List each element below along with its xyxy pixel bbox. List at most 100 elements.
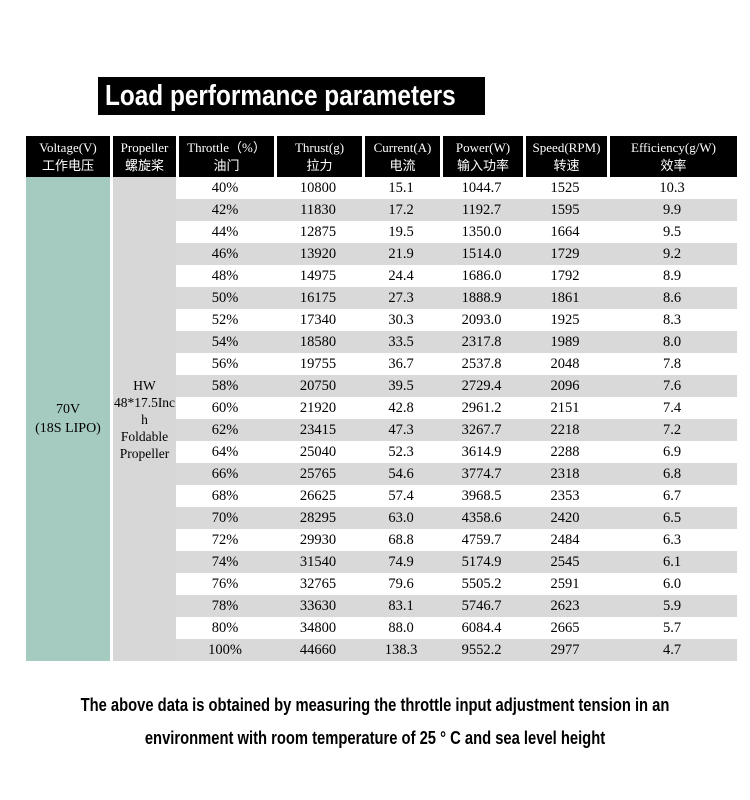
footnote-line-1: The above data is obtained by measuring … <box>80 695 670 715</box>
table-cell: 1989 <box>550 334 580 350</box>
table-cell: 68% <box>211 488 239 504</box>
table-cell: 6.9 <box>662 444 682 460</box>
table-cell: 7.8 <box>662 356 682 372</box>
table-cell: 2317.8 <box>461 334 502 350</box>
table-cell: 68.8 <box>388 532 414 548</box>
table-cell: 46% <box>211 246 239 262</box>
table-row: 60% 21920 42.8 2961.2 2151 7.4 <box>176 397 737 419</box>
table-cell: 25765 <box>299 466 337 482</box>
table-cell: 1525 <box>550 180 580 196</box>
table-cell: 30.3 <box>388 312 414 328</box>
table-cell: 27.3 <box>388 290 414 306</box>
table-cell: 60% <box>211 400 239 416</box>
table-row: 68% 26625 57.4 3968.5 2353 6.7 <box>176 485 737 507</box>
table-row: 80% 34800 88.0 6084.4 2665 5.7 <box>176 617 737 639</box>
table-cell: 2665 <box>550 620 580 636</box>
table-cell: 1925 <box>550 312 580 328</box>
table-cell: 88.0 <box>388 620 414 636</box>
table-row: 66% 25765 54.6 3774.7 2318 6.8 <box>176 463 737 485</box>
table-cell: 28295 <box>299 510 337 526</box>
table-row: 42% 11830 17.2 1192.7 1595 9.9 <box>176 199 737 221</box>
table-cell: 1350.0 <box>461 224 502 240</box>
column-header-zh: 拉力 <box>306 157 333 173</box>
table-cell: 42.8 <box>388 400 414 416</box>
table-cell: 79.6 <box>388 576 414 592</box>
table-cell: 8.6 <box>662 290 682 306</box>
table-cell: 21920 <box>299 400 337 416</box>
table-cell: 2484 <box>550 532 580 548</box>
column-header-zh: 螺旋桨 <box>124 157 164 173</box>
table-cell: 70% <box>211 510 239 526</box>
table-cell: 50% <box>211 290 239 306</box>
footnote: The above data is obtained by measuring … <box>68 689 683 755</box>
table-cell: 26625 <box>299 488 337 504</box>
table-cell: 80% <box>211 620 239 636</box>
column-divider <box>110 177 113 661</box>
table-cell: 2353 <box>550 488 580 504</box>
table-cell: 2318 <box>550 466 580 482</box>
table-header-row: Voltage(V) 工作电压 Propeller 螺旋桨 Throttle（%） 油门 T… <box>26 136 737 177</box>
table-cell: 33630 <box>299 598 337 614</box>
table-cell: 5746.7 <box>461 598 502 614</box>
table-cell: 14975 <box>299 268 337 284</box>
table-cell: 42% <box>211 202 239 218</box>
column-header-en: Thrust(g) <box>294 139 345 155</box>
table-cell: 1664 <box>550 224 580 240</box>
table-row: 52% 17340 30.3 2093.0 1925 8.3 <box>176 309 737 331</box>
table-cell: 10800 <box>299 180 337 196</box>
table-row: 76% 32765 79.6 5505.2 2591 6.0 <box>176 573 737 595</box>
section-title-banner: Load performance parameters <box>98 77 485 115</box>
table-row: 48% 14975 24.4 1686.0 1792 8.9 <box>176 265 737 287</box>
table-cell: 63.0 <box>388 510 414 526</box>
column-header: Power(W) 输入功率 <box>443 136 523 177</box>
table-cell: 66% <box>211 466 239 482</box>
table-cell: 5505.2 <box>461 576 502 592</box>
column-header-zh: 电流 <box>389 157 416 173</box>
table-cell: 23415 <box>299 422 337 438</box>
table-cell: 1514.0 <box>461 246 502 262</box>
propeller-merged-cell: HW 48*17.5Inc h Foldable Propeller <box>113 177 176 661</box>
column-header-zh: 输入功率 <box>456 157 509 173</box>
table-cell: 17340 <box>299 312 337 328</box>
table-cell: 1044.7 <box>461 180 502 196</box>
table-row: 62% 23415 47.3 3267.7 2218 7.2 <box>176 419 737 441</box>
column-header: Speed(RPM) 转速 <box>526 136 607 177</box>
table-row: 64% 25040 52.3 3614.9 2288 6.9 <box>176 441 737 463</box>
table-cell: 2977 <box>550 642 580 658</box>
column-header-en: Throttle（%） <box>187 139 266 155</box>
table-cell: 5.9 <box>662 598 682 614</box>
section-title: Load performance parameters <box>105 80 456 112</box>
table-row: 100% 44660 138.3 9552.2 2977 4.7 <box>176 639 737 661</box>
column-header: Efficiency(g/W) 效率 <box>610 136 737 177</box>
table-cell: 2218 <box>550 422 580 438</box>
table-cell: 52.3 <box>388 444 414 460</box>
column-header: Current(A) 电流 <box>365 136 440 177</box>
table-cell: 76% <box>211 576 239 592</box>
table-cell: 1686.0 <box>461 268 502 284</box>
table-cell: 20750 <box>299 378 337 394</box>
table-cell: 32765 <box>299 576 337 592</box>
table-cell: 17.2 <box>388 202 414 218</box>
column-header-zh: 转速 <box>553 157 580 173</box>
table-cell: 34800 <box>299 620 337 636</box>
table-cell: 3267.7 <box>461 422 502 438</box>
table-row: 40% 10800 15.1 1044.7 1525 10.3 <box>176 177 737 199</box>
table-cell: 29930 <box>299 532 337 548</box>
table-cell: 54% <box>211 334 239 350</box>
table-cell: 2623 <box>550 598 580 614</box>
table-cell: 2591 <box>550 576 580 592</box>
column-header: Thrust(g) 拉力 <box>277 136 362 177</box>
column-header-zh: 效率 <box>660 157 687 173</box>
table-cell: 1792 <box>550 268 580 284</box>
voltage-merged-cell: 70V (18S LIPO) <box>26 177 110 661</box>
table-cell: 2729.4 <box>461 378 502 394</box>
table-cell: 18580 <box>299 334 337 350</box>
table-cell: 39.5 <box>388 378 414 394</box>
table-cell: 64% <box>211 444 239 460</box>
table-cell: 72% <box>211 532 239 548</box>
table-cell: 33.5 <box>388 334 414 350</box>
column-header-en: Power(W) <box>455 139 511 155</box>
column-header-en: Speed(RPM) <box>532 139 601 155</box>
table-cell: 15.1 <box>388 180 414 196</box>
